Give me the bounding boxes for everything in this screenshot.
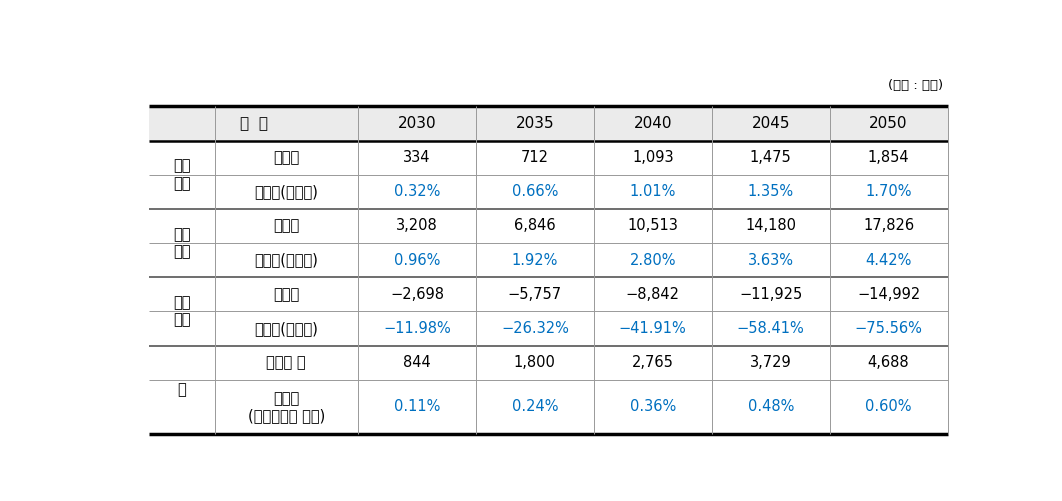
Text: 0.32%: 0.32% bbox=[394, 184, 440, 199]
Text: 4,688: 4,688 bbox=[868, 355, 909, 370]
Text: 계: 계 bbox=[177, 382, 186, 397]
Text: 0.24%: 0.24% bbox=[512, 399, 559, 414]
Text: 0.66%: 0.66% bbox=[512, 184, 558, 199]
Text: 1.01%: 1.01% bbox=[630, 184, 675, 199]
Text: 2030: 2030 bbox=[397, 116, 436, 131]
Text: 감축율(업종내): 감축율(업종내) bbox=[254, 321, 319, 336]
Text: 1.92%: 1.92% bbox=[512, 253, 558, 268]
Text: 17,826: 17,826 bbox=[863, 218, 914, 233]
Text: 3,729: 3,729 bbox=[750, 355, 791, 370]
Text: 3,208: 3,208 bbox=[396, 218, 438, 233]
Text: −11.98%: −11.98% bbox=[383, 321, 450, 336]
Text: 14,180: 14,180 bbox=[746, 218, 796, 233]
Text: 3.63%: 3.63% bbox=[748, 253, 793, 268]
Bar bbox=[149, 141, 947, 434]
Text: 4.42%: 4.42% bbox=[866, 253, 912, 268]
Text: 감축량 계: 감축량 계 bbox=[267, 355, 306, 370]
Text: 감축율(부문내): 감축율(부문내) bbox=[254, 184, 319, 199]
Text: 334: 334 bbox=[404, 150, 431, 165]
Text: 2.80%: 2.80% bbox=[630, 253, 676, 268]
Text: 구  분: 구 분 bbox=[240, 116, 268, 131]
Text: 712: 712 bbox=[520, 150, 549, 165]
Text: 1,854: 1,854 bbox=[868, 150, 909, 165]
Text: 2,765: 2,765 bbox=[632, 355, 673, 370]
Text: 2050: 2050 bbox=[870, 116, 908, 131]
Text: −41.91%: −41.91% bbox=[619, 321, 687, 336]
Text: 감축율(부문내): 감축율(부문내) bbox=[254, 253, 319, 268]
Text: −11,925: −11,925 bbox=[739, 287, 802, 302]
Text: −75.56%: −75.56% bbox=[855, 321, 923, 336]
Text: 1.35%: 1.35% bbox=[748, 184, 793, 199]
Text: (단위 : 천톤): (단위 : 천톤) bbox=[888, 80, 943, 92]
Text: 2040: 2040 bbox=[634, 116, 672, 131]
Bar bbox=[149, 106, 947, 141]
Text: 감축량: 감축량 bbox=[273, 287, 299, 302]
Text: 1,093: 1,093 bbox=[632, 150, 673, 165]
Text: 844: 844 bbox=[404, 355, 431, 370]
Text: 1,800: 1,800 bbox=[514, 355, 555, 370]
Text: 0.60%: 0.60% bbox=[866, 399, 912, 414]
Text: 2035: 2035 bbox=[515, 116, 554, 131]
Text: 1.70%: 1.70% bbox=[866, 184, 912, 199]
Text: 0.36%: 0.36% bbox=[630, 399, 675, 414]
Text: 0.11%: 0.11% bbox=[394, 399, 440, 414]
Text: 0.48%: 0.48% bbox=[748, 399, 794, 414]
Text: −26.32%: −26.32% bbox=[501, 321, 569, 336]
Text: 0.96%: 0.96% bbox=[394, 253, 440, 268]
Text: 수송
부문: 수송 부문 bbox=[173, 158, 190, 191]
Text: −5,757: −5,757 bbox=[508, 287, 562, 302]
Text: 감축량: 감축량 bbox=[273, 218, 299, 233]
Text: 6,846: 6,846 bbox=[514, 218, 555, 233]
Text: 발전
부문: 발전 부문 bbox=[173, 227, 190, 259]
Text: −2,698: −2,698 bbox=[390, 287, 444, 302]
Text: 2045: 2045 bbox=[752, 116, 790, 131]
Text: 감축율
(국가총배출 대비): 감축율 (국가총배출 대비) bbox=[247, 391, 325, 423]
Text: −58.41%: −58.41% bbox=[737, 321, 805, 336]
Text: 1,475: 1,475 bbox=[750, 150, 791, 165]
Text: 정유
업종: 정유 업종 bbox=[173, 295, 190, 328]
Text: 10,513: 10,513 bbox=[628, 218, 679, 233]
Text: −8,842: −8,842 bbox=[626, 287, 680, 302]
Text: 감축량: 감축량 bbox=[273, 150, 299, 165]
Text: −14,992: −14,992 bbox=[857, 287, 921, 302]
